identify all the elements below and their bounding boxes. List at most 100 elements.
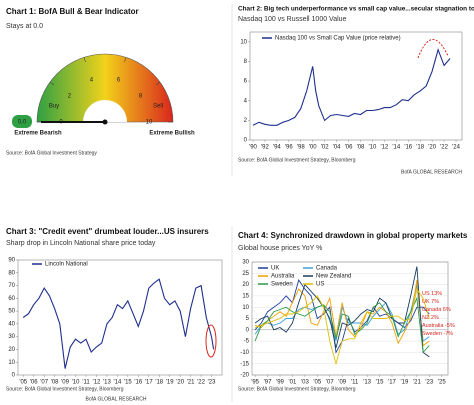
legend-label: New Zealand <box>316 274 351 280</box>
x-tick-label: '22 <box>440 145 448 151</box>
x-tick-label: '17 <box>145 380 153 386</box>
gauge-tick-label: 4 <box>90 78 94 84</box>
y-tick-label: 20 <box>242 282 249 288</box>
y-tick-label: 70 <box>8 283 15 289</box>
y-tick-label: 10 <box>242 305 249 311</box>
gauge-tick <box>83 57 86 63</box>
annotation: NZ 2% <box>422 315 439 321</box>
x-tick-label: '23 <box>425 380 433 386</box>
x-tick-label: '97 <box>264 380 272 386</box>
plot-frame <box>251 261 449 376</box>
x-tick-label: '94 <box>273 145 281 151</box>
gauge-tick <box>155 81 161 86</box>
y-tick-label: -5 <box>244 339 250 345</box>
x-tick-label: '19 <box>401 380 409 386</box>
legend-label: US <box>316 282 324 288</box>
annotation: UK 7% <box>422 299 439 305</box>
x-tick-label: '11 <box>351 380 359 386</box>
chart-title: Chart 2: Big tech underperformance vs sm… <box>238 6 474 13</box>
series-line <box>252 47 451 126</box>
y-tick-label: 60 <box>8 296 15 302</box>
y-tick-label: 5 <box>246 316 250 322</box>
x-tick-label: '16 <box>404 145 412 151</box>
y-tick-label: 80 <box>8 270 15 276</box>
series-line <box>254 280 430 347</box>
x-tick-label: '22 <box>197 380 205 386</box>
x-tick-label: '00 <box>309 145 317 151</box>
x-tick-label: '02 <box>321 145 329 151</box>
legend-label: Australia <box>271 274 295 280</box>
series-line <box>254 287 430 366</box>
x-tick-label: '19 <box>166 380 174 386</box>
y-tick-label: 0 <box>246 327 250 333</box>
x-tick-label: '24 <box>452 145 460 151</box>
footer: BofA GLOBAL RESEARCH <box>401 169 462 175</box>
x-tick-label: '96 <box>285 145 293 151</box>
chart-subtitle: Nasdaq 100 vs Russell 1000 Value <box>238 16 347 23</box>
y-tick-label: -10 <box>240 350 249 356</box>
x-tick-label: '07 <box>40 380 48 386</box>
x-tick-label: '13 <box>363 380 371 386</box>
x-tick-label: '21 <box>413 380 421 386</box>
y-tick-label: 90 <box>8 258 15 264</box>
x-tick-label: '08 <box>357 145 365 151</box>
x-tick-label: '12 <box>93 380 101 386</box>
source: Source: BofA Global Investment Strategy <box>6 150 97 156</box>
x-tick-label: '10 <box>72 380 80 386</box>
y-tick-label: 2 <box>244 118 248 124</box>
x-tick-label: '13 <box>103 380 111 386</box>
x-tick-label: '09 <box>338 380 346 386</box>
x-tick-label: '15 <box>124 380 132 386</box>
end-label: Extreme Bearish <box>14 131 62 137</box>
x-tick-label: '95 <box>251 380 259 386</box>
gauge-tick-label: 2 <box>68 94 72 100</box>
y-tick-label: 8 <box>244 59 248 65</box>
y-tick-label: 4 <box>244 98 248 104</box>
x-tick-label: '16 <box>134 380 142 386</box>
zone-label: Buy <box>49 104 59 110</box>
gauge-hub <box>83 100 127 122</box>
chart-subtitle: Stays at 0.0 <box>6 23 43 30</box>
y-tick-label: 0 <box>244 138 248 144</box>
annotation: Australia -5% <box>422 323 455 329</box>
x-tick-label: '10 <box>369 145 377 151</box>
x-tick-label: '01 <box>289 380 297 386</box>
chart-title: Chart 3: "Credit event" drumbeat louder.… <box>6 227 209 236</box>
x-tick-label: '98 <box>297 145 305 151</box>
x-tick-label: '09 <box>61 380 69 386</box>
gauge-tick <box>124 57 127 63</box>
series-line <box>254 266 430 358</box>
chart-subtitle: Sharp drop in Lincoln National share pri… <box>6 240 156 247</box>
legend-label: Lincoln National <box>45 262 88 268</box>
y-tick-label: 40 <box>8 321 15 327</box>
source: Source: BofA Global Investment Strategy,… <box>238 386 356 392</box>
x-tick-label: '15 <box>376 380 384 386</box>
x-tick-label: '90 <box>249 145 257 151</box>
legend-label: Sweden <box>271 282 293 288</box>
x-tick-label: '11 <box>82 380 90 386</box>
series-line <box>22 278 215 369</box>
series-line <box>254 296 430 354</box>
highlight-arc <box>417 39 449 59</box>
x-tick-label: '06 <box>345 145 353 151</box>
y-tick-label: 25 <box>242 271 249 277</box>
y-tick-label: 30 <box>8 334 15 340</box>
y-tick-label: 10 <box>8 360 15 366</box>
x-tick-label: '06 <box>30 380 38 386</box>
x-tick-label: '25 <box>438 380 446 386</box>
y-tick-label: 6 <box>244 79 248 85</box>
zone-label: Sell <box>153 104 163 110</box>
gauge-tick-label: 8 <box>139 94 143 100</box>
x-tick-label: '14 <box>392 145 400 151</box>
x-tick-label: '04 <box>333 145 341 151</box>
footer: BofA GLOBAL RESEARCH <box>86 396 147 402</box>
source: Source: BofA Global Investment Strategy,… <box>238 157 356 163</box>
source: Source: BofA Global Investment Strategy,… <box>6 386 124 392</box>
needle-hub <box>102 119 108 125</box>
x-tick-label: '07 <box>326 380 334 386</box>
y-tick-label: 10 <box>240 39 247 45</box>
y-tick-label: -15 <box>240 361 249 367</box>
x-tick-label: '17 <box>388 380 396 386</box>
chart-title: Chart 1: BofA Bull & Bear Indicator <box>6 7 139 16</box>
